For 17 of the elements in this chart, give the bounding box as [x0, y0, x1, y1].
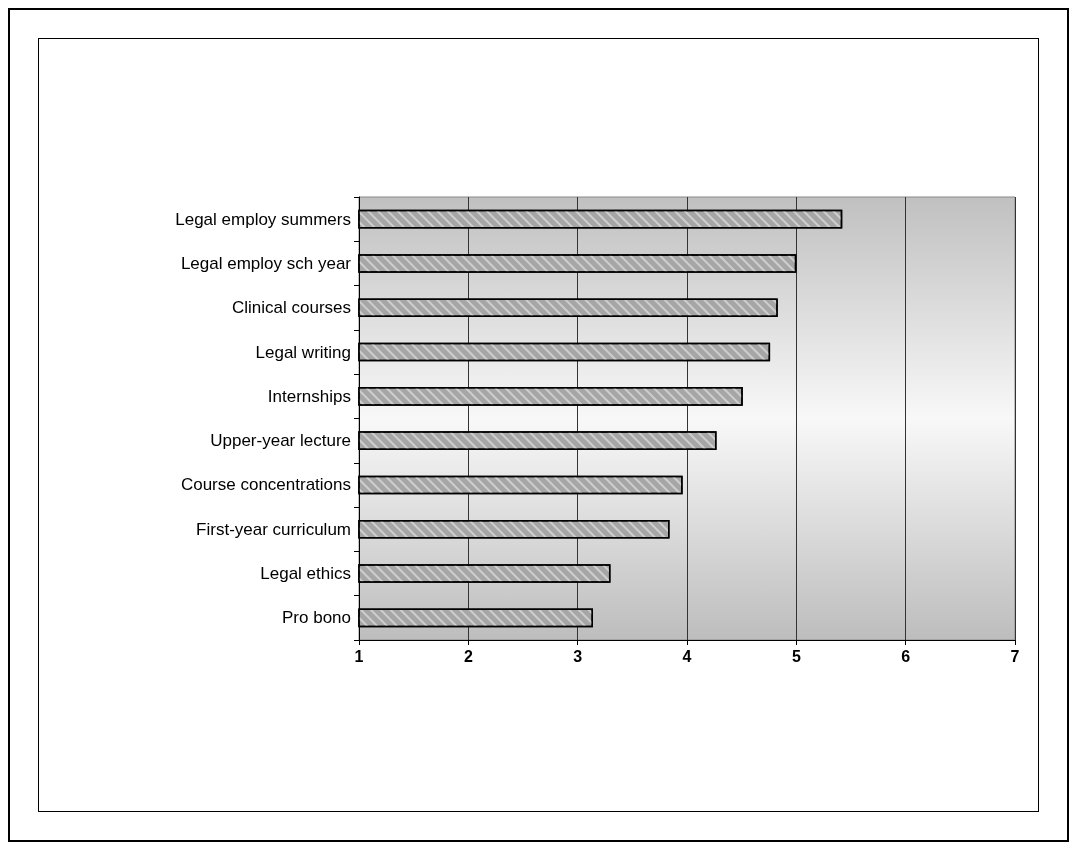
x-tick-label: 1	[354, 647, 364, 665]
x-tick-label: 7	[1010, 647, 1020, 665]
y-tick-label: Course concentrations	[180, 475, 351, 495]
y-tick-label: Internships	[267, 386, 351, 406]
y-tick-label: Legal writing	[255, 342, 351, 362]
x-tick-label: 2	[463, 647, 473, 665]
y-tick-label: Legal employ summers	[175, 209, 351, 229]
x-tick-label: 3	[573, 647, 583, 665]
y-tick-label: First-year curriculum	[196, 519, 351, 539]
y-tick-label: Clinical courses	[231, 298, 351, 318]
y-tick-label: Legal employ sch year	[180, 253, 352, 273]
y-tick-label: Legal ethics	[260, 564, 351, 584]
y-tick-label: Pro bono	[282, 608, 351, 628]
x-tick-label: 4	[682, 647, 692, 665]
y-tick-label: Upper-year lecture	[210, 431, 351, 451]
x-tick-label: 5	[791, 647, 801, 665]
x-tick-label: 6	[901, 647, 911, 665]
